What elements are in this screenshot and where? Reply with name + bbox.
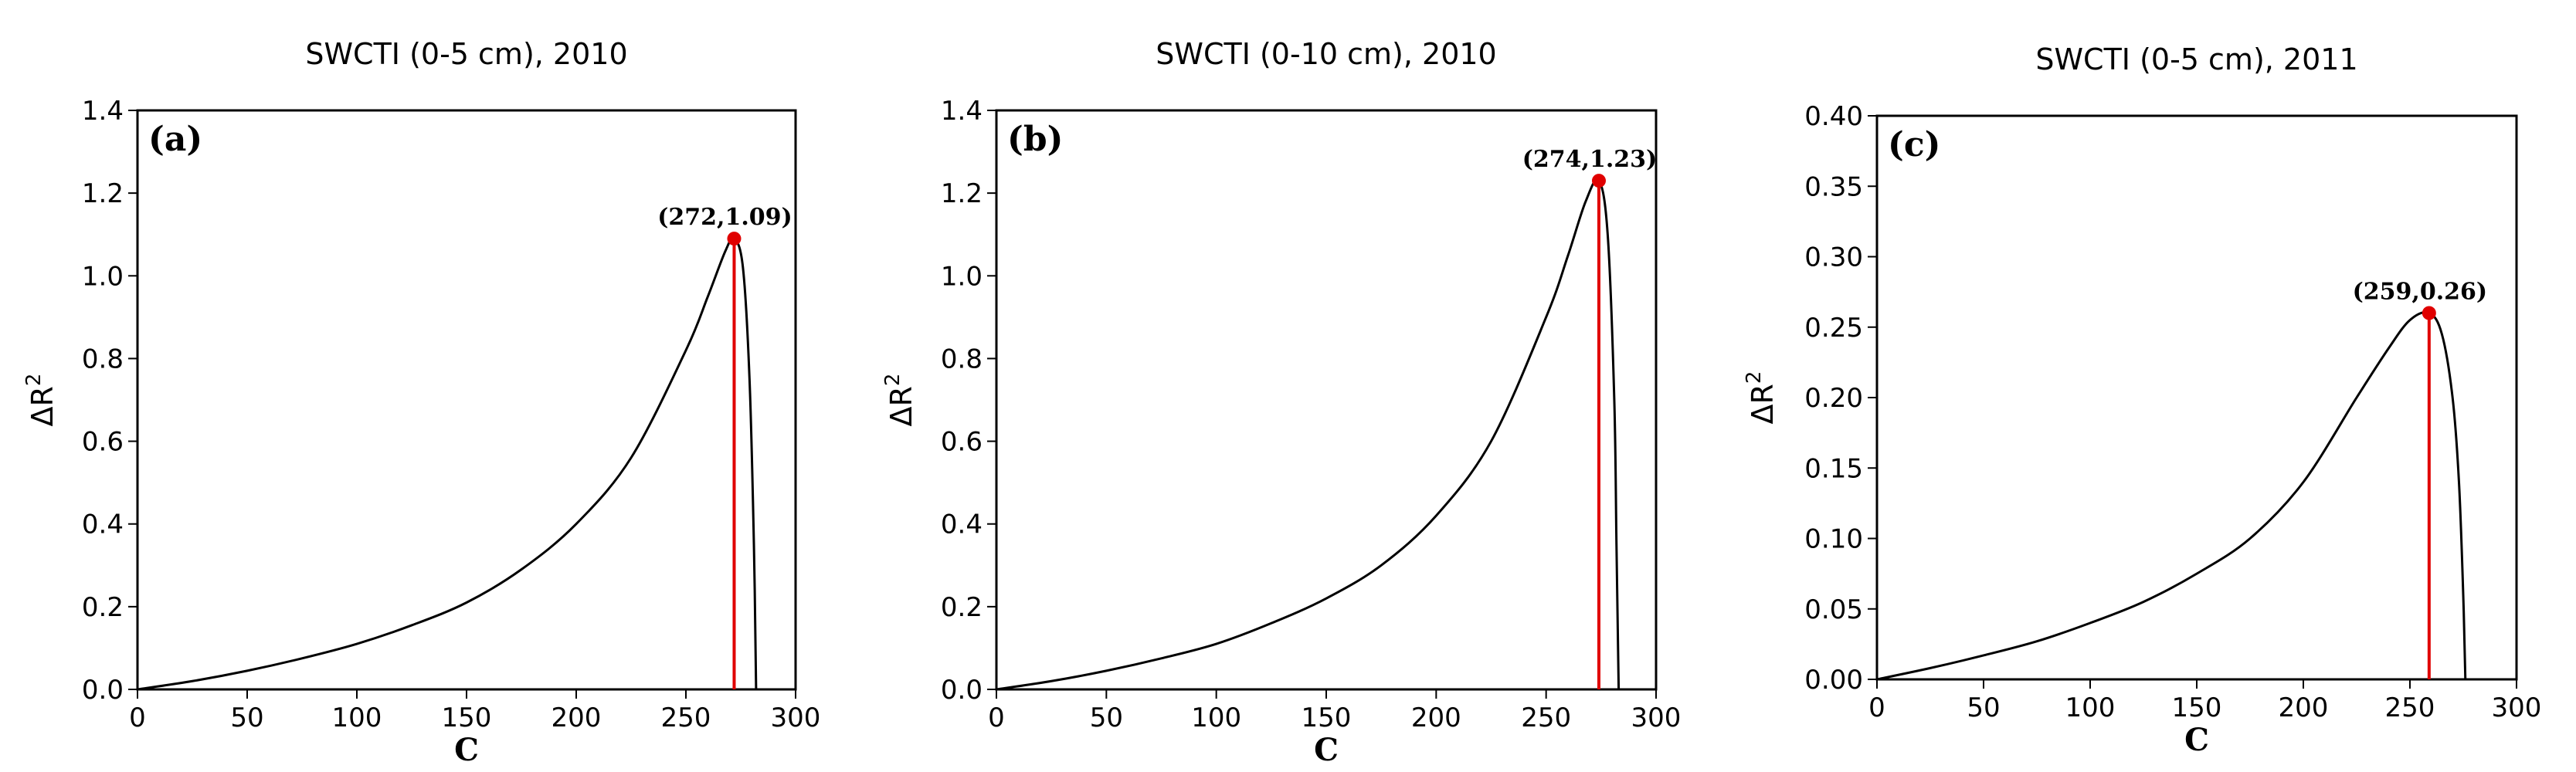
x-axis-label: C	[2184, 722, 2209, 758]
y-tick-label: 0.25	[1804, 313, 1863, 344]
chart-panel-b: SWCTI (0-10 cm), 2010 0 50 100 150 200 250 300 0…	[881, 37, 1681, 768]
x-tick-label: 0	[129, 703, 146, 733]
chart-panel-c: SWCTI (0-5 cm), 2011 0 50 100 150 200 250 300 0.…	[1743, 42, 2541, 758]
x-tick-label: 300	[771, 703, 821, 733]
peak-annotation: (274,1.23)	[1522, 146, 1658, 173]
plot-frame	[1875, 114, 2518, 681]
chart-title: SWCTI (0-10 cm), 2010	[1156, 37, 1496, 71]
y-tick-label: 0.2	[82, 592, 124, 623]
y-tick-label: 0.20	[1804, 383, 1863, 414]
x-tick-label: 150	[1302, 703, 1352, 733]
plot-frame	[995, 109, 1658, 691]
x-tick-label: 200	[2279, 692, 2329, 723]
panel-label: (a)	[148, 120, 202, 159]
y-tick-label: 0.6	[82, 427, 124, 458]
delta-r2-curve	[137, 236, 758, 691]
y-tick-label: 0.6	[941, 427, 983, 458]
peak-marker	[1591, 174, 1606, 188]
y-tick-label: 1.0	[941, 261, 983, 292]
peak-marker	[727, 232, 742, 246]
x-tick-label: 50	[230, 703, 263, 733]
chart-panel-a: SWCTI (0-5 cm), 2010 0 50 100 150 200 250 300 0.…	[22, 37, 820, 768]
panel-label: (c)	[1888, 125, 1940, 164]
x-tick-label: 0	[988, 703, 1005, 733]
x-tick-label: 250	[661, 703, 711, 733]
peak-annotation: (272,1.09)	[657, 204, 792, 231]
x-tick-label: 300	[1631, 703, 1682, 733]
y-tick-label: 1.2	[941, 178, 983, 209]
x-tick-label: 50	[1090, 703, 1123, 733]
x-tick-label: 0	[1868, 692, 1885, 723]
x-tick-label: 150	[442, 703, 492, 733]
panel-label: (b)	[1007, 120, 1063, 159]
y-tick-label: 0.0	[82, 675, 124, 706]
y-tick-label: 0.40	[1804, 101, 1863, 132]
y-tick-label: 0.10	[1804, 524, 1863, 555]
y-tick-label: 0.35	[1804, 171, 1863, 202]
x-tick-label: 50	[1967, 692, 2000, 723]
y-axis-label: ΔR2	[881, 374, 918, 427]
y-tick-label: 0.00	[1804, 665, 1863, 696]
y-tick-label: 0.4	[941, 510, 983, 540]
y-tick-label: 0.4	[82, 510, 124, 540]
y-tick-label: 0.8	[82, 344, 124, 374]
x-tick-label: 100	[1191, 703, 1241, 733]
y-tick-label: 0.2	[941, 592, 983, 623]
delta-r2-curve	[996, 178, 1621, 691]
x-tick-label: 250	[2385, 692, 2435, 723]
y-tick-label: 0.15	[1804, 453, 1863, 484]
chart-title: SWCTI (0-5 cm), 2011	[2035, 42, 2357, 76]
y-tick-label: 0.05	[1804, 594, 1863, 625]
y-tick-label: 0.8	[941, 344, 983, 374]
x-tick-label: 200	[552, 703, 602, 733]
y-tick-label: 0.0	[941, 675, 983, 706]
x-tick-label: 150	[2172, 692, 2222, 723]
x-tick-label: 300	[2492, 692, 2542, 723]
y-tick-label: 1.4	[941, 96, 983, 127]
x-tick-label: 250	[1521, 703, 1571, 733]
chart-title: SWCTI (0-5 cm), 2010	[305, 37, 627, 71]
delta-r2-curve	[1876, 311, 2467, 681]
x-tick-label: 200	[1411, 703, 1461, 733]
x-axis-label: C	[1314, 732, 1339, 768]
y-tick-label: 0.30	[1804, 242, 1863, 273]
y-axis-label: ΔR2	[22, 374, 59, 427]
x-tick-label: 100	[2065, 692, 2116, 723]
y-axis-label: ΔR2	[1743, 371, 1780, 425]
y-tick-label: 1.2	[82, 178, 124, 209]
x-axis-label: C	[454, 732, 479, 768]
peak-annotation: (259,0.26)	[2353, 279, 2488, 306]
x-tick-label: 100	[332, 703, 382, 733]
y-tick-label: 1.4	[82, 96, 124, 127]
peak-marker	[2422, 306, 2436, 320]
y-tick-label: 1.0	[82, 261, 124, 292]
